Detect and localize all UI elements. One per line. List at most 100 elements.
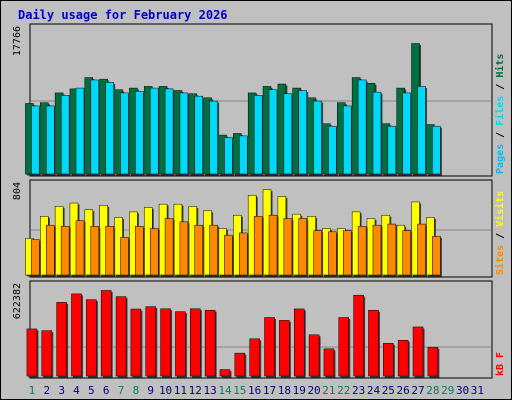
- bar-sites-day-10: [164, 218, 174, 276]
- bar-sites-day-11: [179, 221, 189, 276]
- y-max-label: 17766: [12, 26, 23, 56]
- bar-files-day-11: [179, 92, 189, 175]
- x-tick-day-2: 2: [43, 384, 50, 397]
- legend-kbytes: kB F: [495, 352, 506, 376]
- bar-kbytes-day-27: [412, 326, 424, 377]
- bar-kbytes-day-23: [353, 294, 364, 377]
- x-tick-day-20: 20: [307, 384, 320, 397]
- bar-files-day-22: [343, 105, 352, 175]
- bar-sites-day-16: [253, 216, 263, 276]
- bar-sites-day-26: [402, 230, 411, 276]
- bar-kbytes-day-3: [56, 302, 67, 377]
- bar-sites-day-15: [239, 232, 248, 276]
- bar-files-day-8: [135, 91, 144, 175]
- bar-sites-day-19: [298, 218, 307, 276]
- bar-kbytes-day-10: [160, 308, 171, 377]
- bar-sites-day-1: [31, 239, 40, 276]
- x-tick-day-3: 3: [58, 384, 65, 397]
- legend-item-visits: Visits: [494, 191, 506, 227]
- bar-kbytes-day-9: [145, 306, 156, 377]
- x-tick-day-17: 17: [263, 384, 276, 397]
- bar-files-day-26: [402, 92, 411, 175]
- bar-files-day-27: [417, 86, 426, 175]
- bar-kbytes-day-19: [293, 308, 305, 377]
- legend: Pages / Files / Hits: [494, 54, 506, 174]
- x-tick-day-1: 1: [29, 384, 36, 397]
- x-tick-day-15: 15: [233, 384, 246, 397]
- legend-item-files: Files: [494, 96, 506, 126]
- panel-pages-files-hits: 17766 Pages / Files / Hits: [12, 23, 506, 177]
- x-tick-day-19: 19: [293, 384, 306, 397]
- bar-sites-day-27: [417, 223, 426, 276]
- legend-separator: /: [495, 126, 506, 144]
- x-tick-day-7: 7: [118, 384, 125, 397]
- bar-sites-day-2: [46, 224, 55, 276]
- bar-kbytes-day-28: [427, 347, 439, 377]
- bar-files-day-6: [105, 82, 114, 175]
- bar-kbytes-day-21: [323, 348, 335, 377]
- bar-files-day-15: [239, 135, 248, 175]
- x-tick-day-27: 27: [411, 384, 424, 397]
- bar-files-day-7: [120, 92, 129, 175]
- bar-files-day-19: [298, 90, 307, 175]
- bar-files-day-16: [253, 95, 263, 175]
- bar-sites-day-12: [194, 224, 204, 276]
- bar-kbytes-day-14: [219, 369, 231, 377]
- bar-kbytes-day-18: [279, 320, 290, 377]
- bar-sites-day-18: [283, 218, 293, 276]
- x-tick-day-31: 31: [471, 384, 484, 397]
- x-tick-day-23: 23: [352, 384, 365, 397]
- bar-kbytes-day-25: [383, 343, 394, 377]
- x-tick-day-10: 10: [159, 384, 172, 397]
- bar-files-day-3: [60, 95, 70, 175]
- bar-sites-day-25: [387, 223, 397, 276]
- bar-sites-day-22: [343, 230, 352, 276]
- bar-files-day-25: [387, 125, 397, 175]
- bar-kbytes-day-4: [71, 293, 82, 377]
- x-tick-day-12: 12: [189, 384, 202, 397]
- x-tick-day-26: 26: [397, 384, 410, 397]
- bar-sites-day-21: [328, 231, 337, 276]
- bar-kbytes-day-26: [397, 340, 409, 377]
- bar-sites-day-3: [60, 226, 70, 276]
- bar-sites-day-28: [432, 236, 441, 276]
- bar-files-day-4: [75, 87, 85, 175]
- bar-files-day-28: [432, 125, 441, 175]
- bar-kbytes-day-24: [368, 309, 379, 377]
- x-tick-day-5: 5: [88, 384, 95, 397]
- bar-kbytes-day-20: [308, 334, 320, 377]
- bar-kbytes-day-12: [190, 308, 201, 377]
- bar-kbytes-day-22: [338, 317, 350, 377]
- bar-files-day-2: [46, 105, 55, 175]
- legend-separator: /: [495, 78, 506, 96]
- panel-kbytes: 622382 kB F: [12, 280, 506, 379]
- bar-kbytes-day-13: [204, 309, 216, 377]
- chart-title: Daily usage for February 2026: [18, 8, 228, 22]
- legend-separator: /: [495, 227, 506, 245]
- x-tick-day-6: 6: [103, 384, 110, 397]
- y-max-label: 622382: [12, 283, 23, 319]
- x-tick-day-29: 29: [441, 384, 454, 397]
- x-tick-day-16: 16: [248, 384, 261, 397]
- bar-sites-day-4: [75, 220, 85, 276]
- bar-sites-day-9: [149, 228, 159, 276]
- bar-files-day-13: [209, 100, 218, 175]
- bar-sites-day-23: [357, 226, 367, 276]
- x-tick-day-24: 24: [367, 384, 381, 397]
- bar-sites-day-17: [268, 214, 278, 276]
- bar-sites-day-20: [313, 230, 322, 276]
- bar-sites-day-7: [120, 237, 129, 276]
- bar-kbytes-day-16: [249, 338, 260, 377]
- bar-files-day-12: [194, 95, 204, 175]
- bar-files-day-1: [31, 105, 40, 175]
- bar-kbytes-day-15: [234, 352, 246, 377]
- bar-sites-day-5: [90, 226, 100, 276]
- bar-sites-day-13: [209, 224, 218, 276]
- bar-files-day-9: [149, 87, 159, 175]
- x-tick-day-13: 13: [204, 384, 217, 397]
- bar-files-day-20: [313, 100, 322, 175]
- bar-files-day-10: [164, 88, 174, 175]
- bar-files-day-18: [283, 93, 293, 175]
- y-max-label: 804: [12, 182, 23, 200]
